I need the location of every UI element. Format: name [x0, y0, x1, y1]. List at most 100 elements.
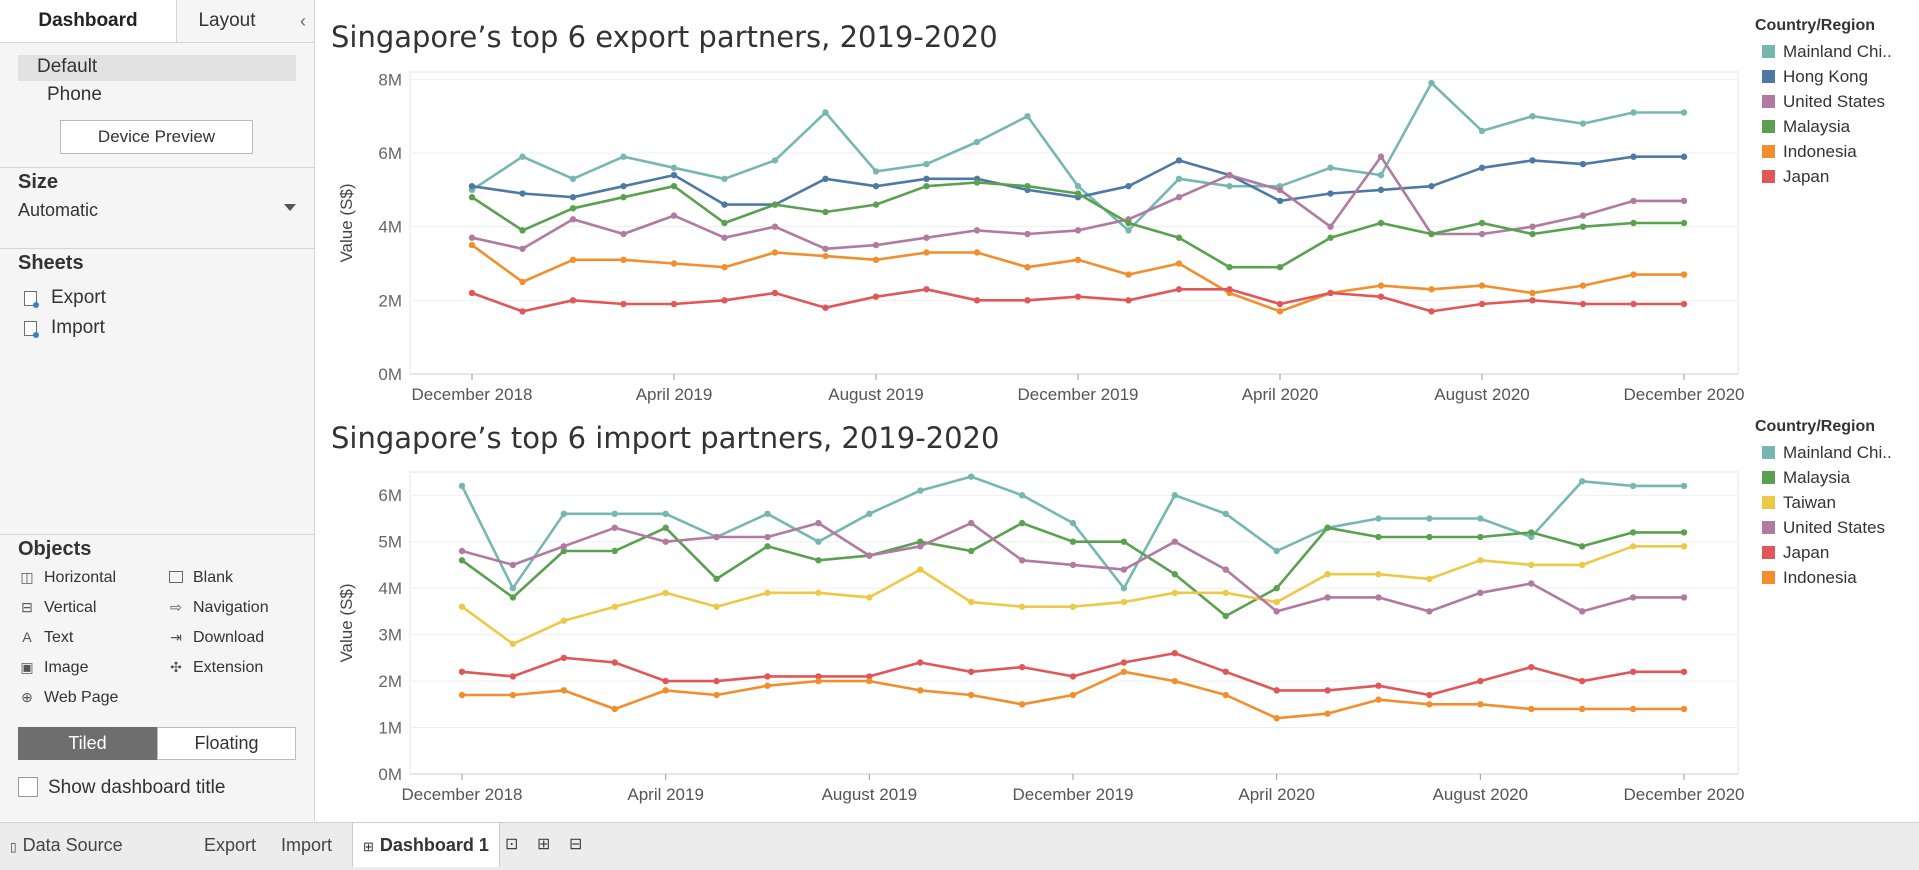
data-point	[1428, 308, 1435, 315]
object-image[interactable]: ▣ Image	[20, 659, 88, 677]
object-horizontal[interactable]: ◫ Horizontal	[20, 569, 116, 587]
series-line	[460, 475, 1684, 590]
y-tick-label: 4M	[378, 579, 402, 598]
data-point	[1578, 478, 1586, 485]
data-point	[923, 160, 930, 168]
blank-icon	[169, 571, 183, 583]
series-line	[471, 81, 1684, 232]
data-point	[1529, 223, 1536, 230]
legend-item[interactable]: Indonesia	[1762, 568, 1857, 588]
data-point	[1125, 297, 1132, 304]
data-point	[569, 256, 577, 264]
object-text[interactable]: A Text	[20, 629, 73, 647]
data-point	[1222, 691, 1229, 699]
floating-button[interactable]: Floating	[157, 727, 296, 760]
legend-item[interactable]: Japan	[1762, 543, 1829, 563]
data-point	[662, 538, 669, 545]
data-point	[560, 617, 568, 624]
data-point	[771, 249, 779, 256]
data-point	[662, 687, 669, 694]
object-web-page[interactable]: ⊕ Web Page	[20, 689, 118, 707]
tab-data-source[interactable]: ▯ Data Source	[10, 823, 123, 867]
data-point	[866, 677, 873, 685]
tiled-button[interactable]: Tiled	[18, 727, 157, 760]
data-point	[620, 153, 627, 160]
data-point	[509, 673, 517, 680]
legend-item[interactable]: Taiwan	[1762, 493, 1836, 513]
data-point	[1477, 515, 1484, 522]
data-point	[458, 547, 466, 555]
new-dashboard-icon[interactable]: ⊞	[537, 836, 551, 853]
plot-area	[409, 471, 1739, 775]
data-point	[917, 659, 924, 666]
tab-dashboard-1[interactable]: ⊞ Dashboard 1	[352, 823, 500, 867]
object-vertical[interactable]: ⊟ Vertical	[20, 599, 96, 617]
data-point	[713, 603, 720, 610]
collapse-panel-icon[interactable]: ‹	[300, 11, 306, 31]
new-worksheet-icon[interactable]: ⊡	[505, 836, 519, 853]
divider	[0, 248, 314, 249]
legend-item[interactable]: United States	[1762, 518, 1885, 538]
tab-layout[interactable]: Layout	[198, 10, 256, 31]
legend-label: Malaysia	[1783, 468, 1851, 487]
data-point	[1478, 219, 1486, 227]
text-icon: A	[22, 629, 32, 645]
legend-label: Mainland Chi..	[1783, 443, 1892, 462]
data-point	[1680, 300, 1688, 308]
data-point	[1324, 710, 1331, 717]
data-point	[519, 245, 526, 252]
data-point	[1375, 594, 1382, 601]
data-point	[1579, 212, 1587, 219]
x-tick-label: December 2019	[1013, 785, 1134, 804]
data-point	[1680, 219, 1688, 227]
object-download[interactable]: ⇥ Download	[169, 629, 264, 647]
object-blank[interactable]: Blank	[169, 569, 233, 587]
legend-label: Mainland Chi..	[1783, 42, 1892, 61]
data-point	[620, 230, 627, 238]
legend-item[interactable]: Mainland Chi..	[1762, 42, 1892, 62]
data-point	[967, 598, 975, 606]
divider	[0, 167, 314, 168]
device-phone[interactable]: Phone	[47, 84, 102, 105]
legend-item[interactable]: Indonesia	[1762, 142, 1857, 162]
data-point	[611, 547, 618, 555]
data-point	[1018, 519, 1026, 527]
show-title-checkbox[interactable]	[18, 777, 38, 797]
data-point	[713, 533, 720, 541]
data-point	[967, 691, 975, 699]
device-preview-button[interactable]: Device Preview	[60, 120, 253, 154]
legend-label: United States	[1783, 92, 1886, 111]
data-point	[923, 175, 930, 183]
data-point	[662, 524, 669, 531]
legend-item[interactable]: Malaysia	[1762, 468, 1850, 488]
object-navigation[interactable]: ⇨ Navigation	[169, 599, 268, 617]
tab-dashboard[interactable]: Dashboard	[0, 0, 177, 42]
data-point	[973, 249, 981, 256]
data-point	[1629, 594, 1637, 601]
tab-export[interactable]: Export	[204, 835, 257, 855]
new-story-icon[interactable]: ⊟	[569, 836, 583, 853]
legend-item[interactable]: Malaysia	[1762, 117, 1850, 137]
data-point	[1630, 271, 1637, 278]
object-extension[interactable]: ✣ Extension	[169, 659, 263, 677]
data-point	[509, 584, 517, 592]
data-point	[1630, 153, 1637, 160]
data-point	[1377, 282, 1385, 289]
data-point	[1629, 529, 1637, 536]
device-default[interactable]: Default	[37, 56, 98, 77]
legend-item[interactable]: Japan	[1762, 167, 1829, 187]
data-point	[1273, 687, 1280, 694]
sheet-item-import[interactable]: Import	[24, 317, 105, 339]
tab-import[interactable]: Import	[281, 835, 333, 855]
size-dropdown[interactable]: Automatic	[18, 200, 296, 224]
data-point	[1125, 227, 1132, 234]
worksheet-icon	[24, 291, 39, 308]
legend-swatch	[1762, 471, 1775, 484]
data-point	[1578, 705, 1586, 713]
sheet-item-export[interactable]: Export	[24, 287, 106, 309]
legend-item[interactable]: United States	[1762, 92, 1885, 112]
legend-item[interactable]: Mainland Chi..	[1762, 443, 1892, 463]
chevron-down-icon	[284, 204, 296, 211]
legend-item[interactable]: Hong Kong	[1762, 67, 1868, 87]
data-point	[1074, 190, 1082, 197]
